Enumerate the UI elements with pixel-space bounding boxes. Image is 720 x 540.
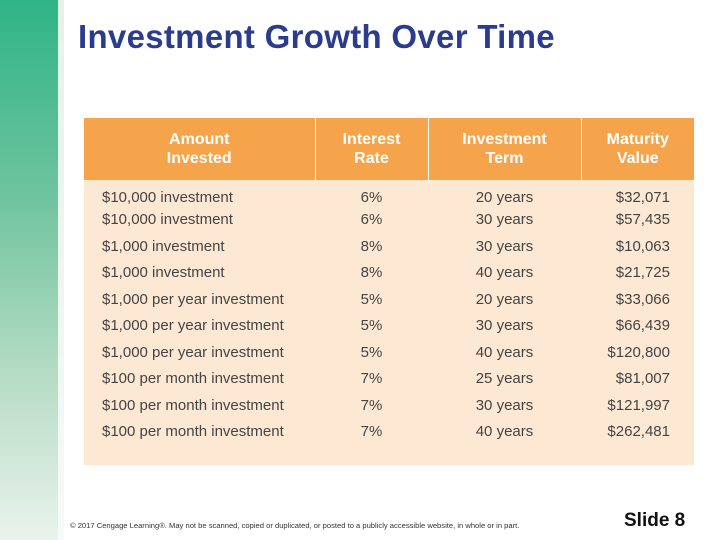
cell-value: $121,997: [607, 396, 670, 414]
table-row: $10,000 investment 6% 20 years $32,071: [84, 180, 694, 207]
cell-value: $262,481: [607, 423, 670, 441]
cell-amount: $1,000 per year investment: [102, 343, 284, 361]
cell-rate: 7%: [360, 370, 383, 388]
decorative-side-bar-accent: [58, 0, 64, 540]
table-row: $1,000 per year investment 5% 30 years $…: [84, 313, 694, 340]
cell-term: 30 years: [475, 317, 534, 335]
table-row: $1,000 investment 8% 40 years $21,725: [84, 260, 694, 287]
cell-amount: $100 per month investment: [102, 370, 284, 388]
cell-value: $33,066: [615, 290, 670, 308]
table-header-row: Amount Invested Interest Rate Investment…: [84, 118, 694, 180]
slide-number: Slide 8: [624, 510, 686, 531]
table-row: $100 per month investment 7% 30 years $1…: [84, 392, 694, 419]
table-row: $1,000 investment 8% 30 years $10,063: [84, 233, 694, 260]
header-maturity-value: Maturity Value: [581, 118, 694, 180]
cell-rate: 8%: [360, 264, 383, 282]
cell-term: 30 years: [475, 211, 534, 229]
cell-amount: $1,000 per year investment: [102, 290, 284, 308]
header-investment-term: Investment Term: [428, 118, 582, 180]
cell-rate: 5%: [360, 290, 383, 308]
investment-growth-table: Amount Invested Interest Rate Investment…: [84, 118, 694, 445]
cell-value: $32,071: [615, 188, 670, 206]
cell-term: 30 years: [475, 237, 534, 255]
table-row: $1,000 per year investment 5% 40 years $…: [84, 339, 694, 366]
cell-amount: $100 per month investment: [102, 423, 284, 441]
cell-term: 25 years: [475, 370, 534, 388]
cell-term: 20 years: [475, 188, 534, 206]
cell-amount: $10,000 investment: [102, 211, 233, 229]
header-interest-rate: Interest Rate: [315, 118, 429, 180]
cell-amount: $1,000 per year investment: [102, 317, 284, 335]
investment-table-panel: Amount Invested Interest Rate Investment…: [84, 118, 694, 465]
header-amount-invested: Amount Invested: [84, 118, 316, 180]
cell-rate: 7%: [360, 423, 383, 441]
table-row: $10,000 investment 6% 30 years $57,435: [84, 207, 694, 234]
slide-title: Investment Growth Over Time: [78, 18, 555, 55]
cell-term: 40 years: [475, 423, 534, 441]
cell-term: 40 years: [475, 343, 534, 361]
cell-amount: $100 per month investment: [102, 396, 284, 414]
cell-amount: $1,000 investment: [102, 237, 225, 255]
cell-value: $81,007: [615, 370, 670, 388]
cell-amount: $1,000 investment: [102, 264, 225, 282]
cell-value: $57,435: [615, 211, 670, 229]
cell-rate: 5%: [360, 343, 383, 361]
cell-value: $120,800: [607, 343, 670, 361]
table-row: $100 per month investment 7% 25 years $8…: [84, 366, 694, 393]
cell-rate: 6%: [360, 211, 383, 229]
decorative-side-bar: [0, 0, 58, 540]
cell-value: $21,725: [615, 264, 670, 282]
cell-rate: 7%: [360, 396, 383, 414]
cell-rate: 8%: [360, 237, 383, 255]
cell-term: 30 years: [475, 396, 534, 414]
cell-rate: 5%: [360, 317, 383, 335]
cell-value: $66,439: [615, 317, 670, 335]
cell-term: 40 years: [475, 264, 534, 282]
copyright-footer: © 2017 Cengage Learning®. May not be sca…: [70, 521, 520, 530]
table-row: $100 per month investment 7% 40 years $2…: [84, 419, 694, 446]
cell-value: $10,063: [615, 237, 670, 255]
cell-term: 20 years: [475, 290, 534, 308]
cell-rate: 6%: [360, 188, 383, 206]
table-row: $1,000 per year investment 5% 20 years $…: [84, 286, 694, 313]
cell-amount: $10,000 investment: [102, 188, 233, 206]
